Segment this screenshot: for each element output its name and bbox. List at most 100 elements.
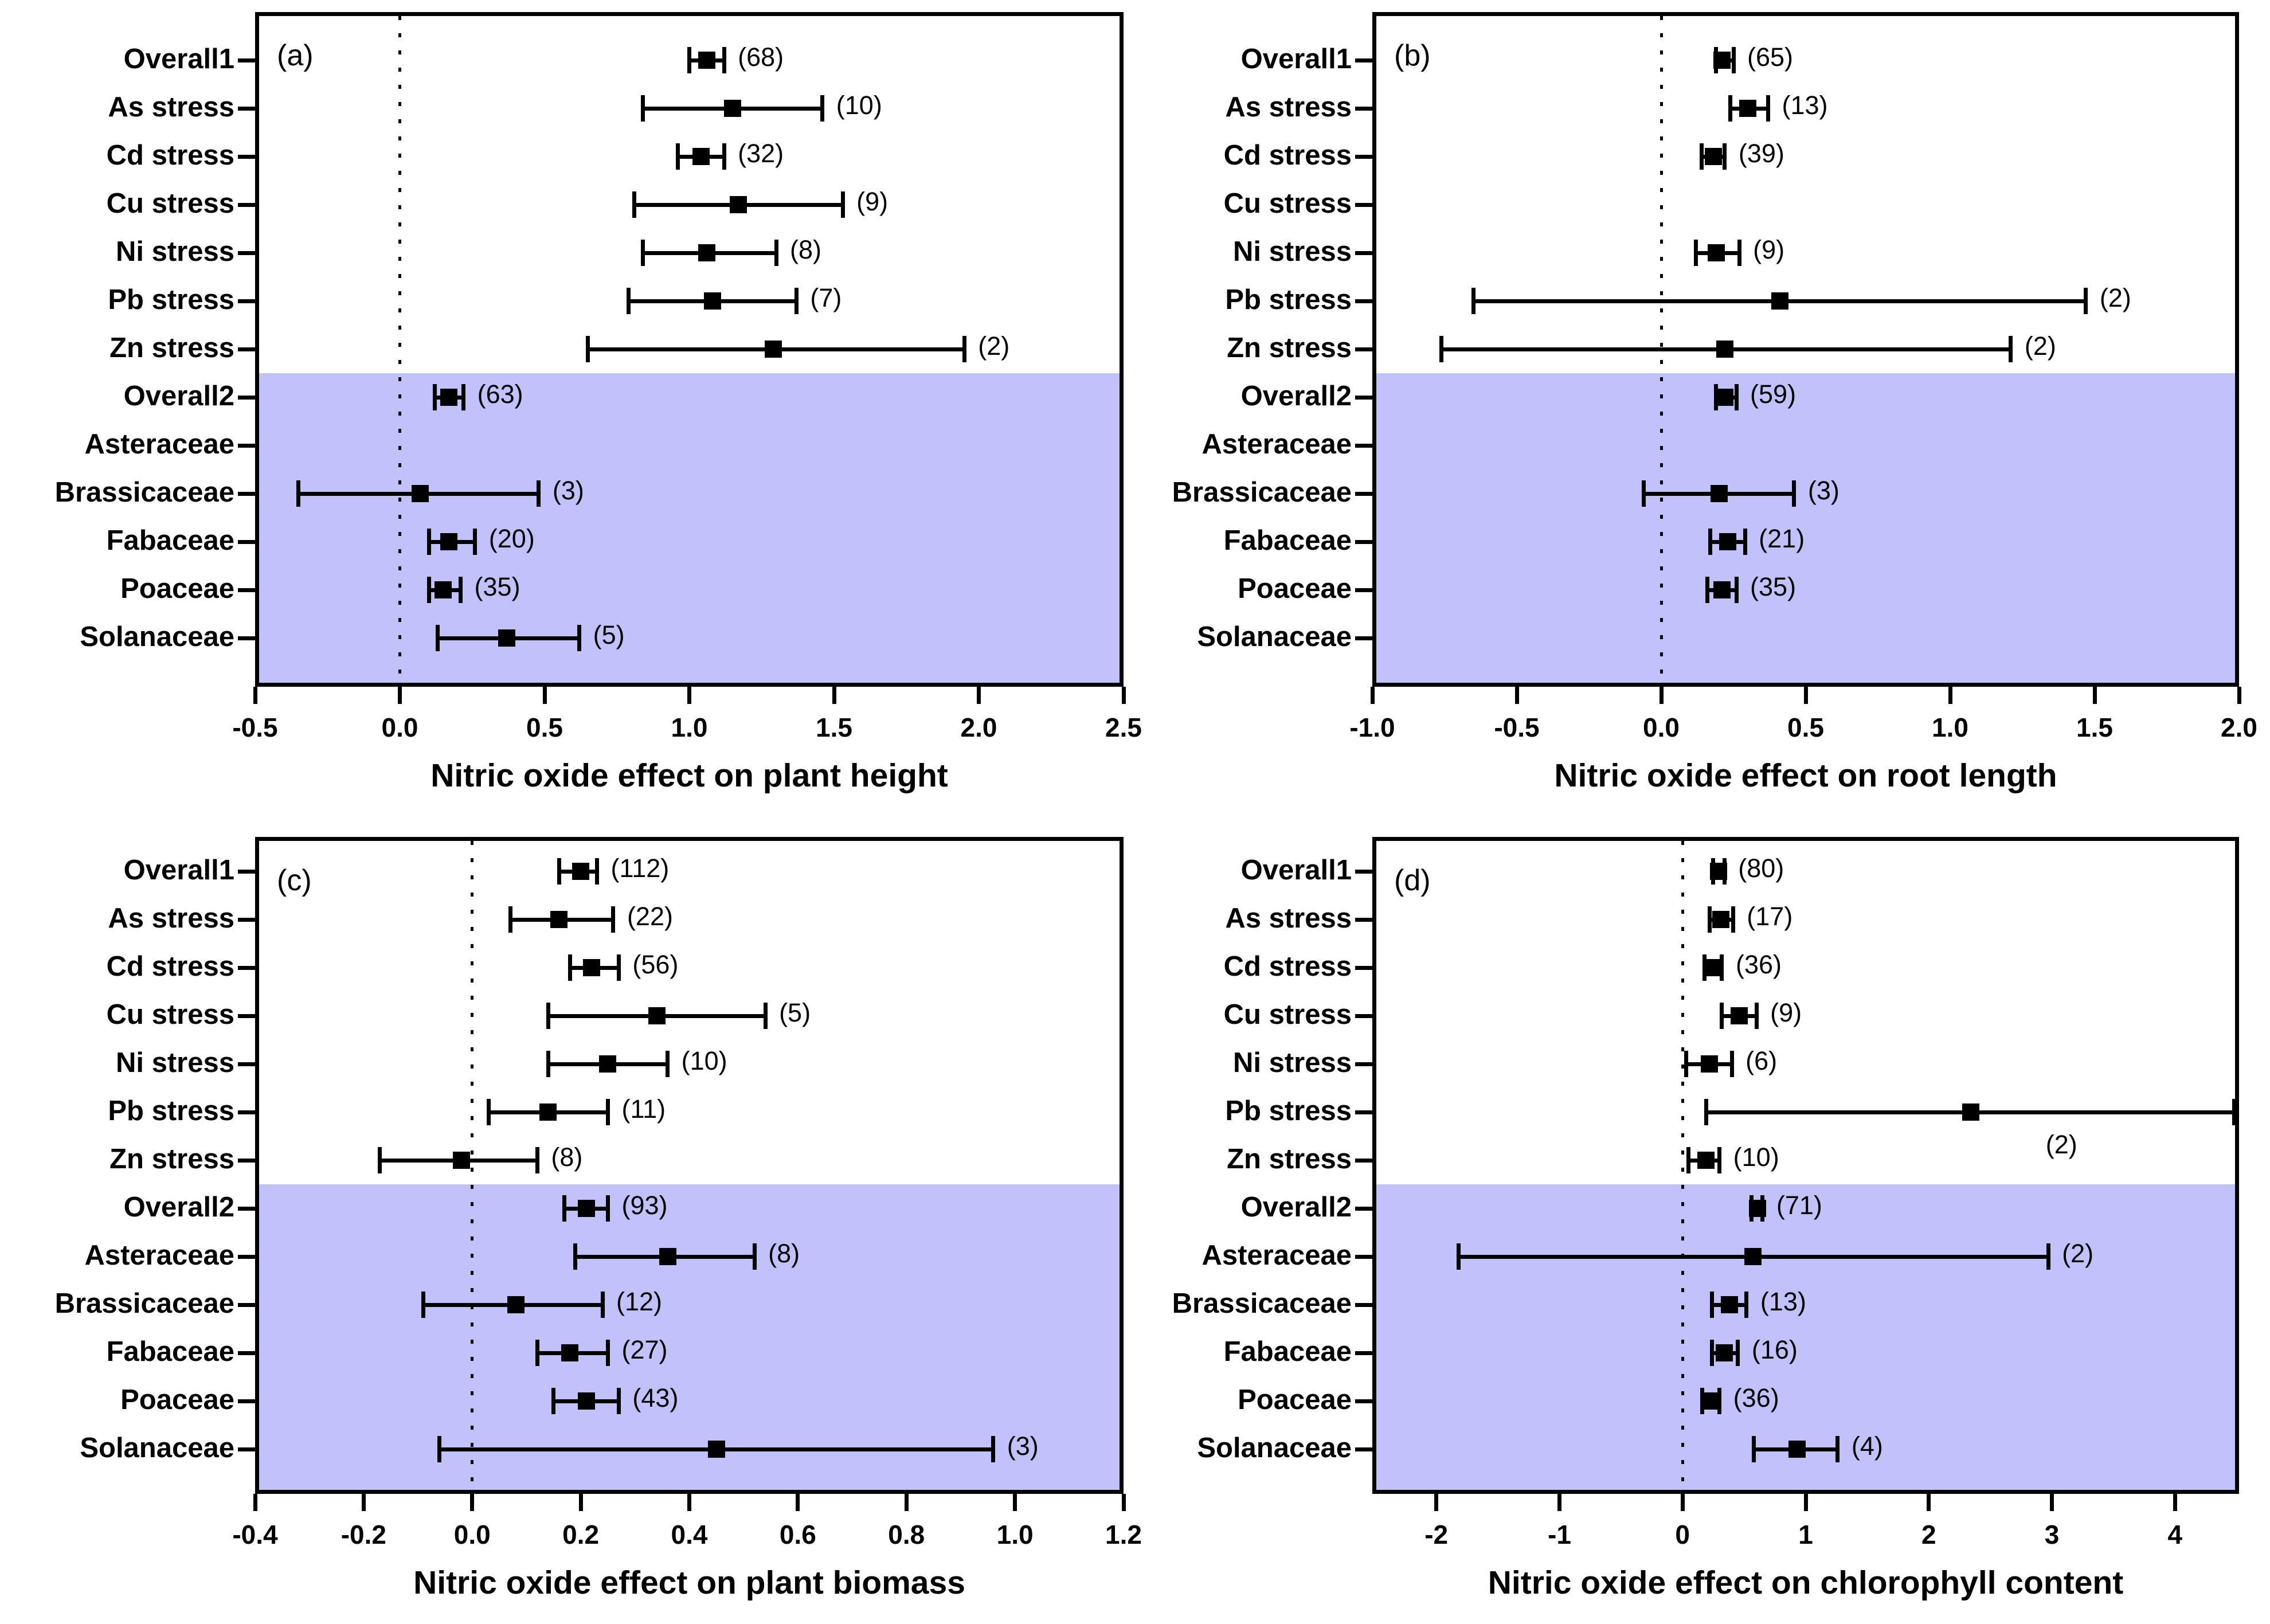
- ci-lower-cap: [1705, 577, 1710, 603]
- sample-count-label: (16): [1751, 1335, 1798, 1364]
- category-axis-tick: [1355, 1399, 1372, 1403]
- x-axis-tick: [796, 1494, 800, 1511]
- ci-upper-cap: [616, 1388, 621, 1414]
- category-label: Pb stress: [108, 1095, 234, 1126]
- panel-plant-biomass: Overall1 (112) As stress (22) Cd stress (56) C…: [0, 812, 1142, 1623]
- category-label: Cu stress: [106, 999, 234, 1030]
- sample-count-label: (12): [616, 1287, 663, 1316]
- effect-size-marker: [452, 1152, 470, 1169]
- effect-size-marker: [1716, 389, 1733, 406]
- effect-size-marker: [577, 1200, 595, 1217]
- ci-upper-cap: [2232, 1099, 2236, 1125]
- effect-size-marker: [550, 911, 568, 928]
- ci-upper-cap: [962, 336, 966, 362]
- category-axis-tick: [238, 1447, 255, 1451]
- x-axis-tick: [1434, 1494, 1439, 1511]
- category-axis-tick: [1355, 636, 1372, 640]
- category-label: Cu stress: [106, 188, 234, 219]
- effect-size-marker: [1707, 244, 1725, 261]
- x-axis-tick: [2092, 687, 2097, 704]
- sample-count-label: (112): [610, 854, 670, 883]
- category-label: Zn stress: [1227, 1144, 1352, 1175]
- category-label: Solanaceae: [80, 621, 234, 652]
- x-axis-tick-label: 0: [1675, 1520, 1690, 1549]
- ci-upper-cap: [2084, 288, 2088, 314]
- category-axis-tick: [1355, 491, 1372, 496]
- x-axis-tick-label: 2.0: [2221, 713, 2257, 742]
- sample-count-label: (63): [477, 379, 523, 409]
- ci-lower-cap: [486, 1099, 491, 1125]
- ci-upper-cap: [1734, 577, 1739, 603]
- category-label: Asteraceae: [84, 429, 234, 460]
- category-label: Solanaceae: [80, 1433, 234, 1463]
- ci-lower-cap: [1728, 95, 1733, 122]
- category-axis-tick: [238, 1399, 255, 1403]
- ci-upper-cap: [722, 47, 726, 73]
- effect-size-marker: [1701, 1392, 1719, 1410]
- ci-upper-cap: [1717, 1388, 1722, 1414]
- effect-size-marker: [1788, 1441, 1806, 1458]
- effect-size-marker: [1701, 1055, 1719, 1073]
- ci-lower-cap: [675, 143, 680, 170]
- sample-count-label: (32): [738, 139, 784, 168]
- category-label: Overall1: [123, 44, 234, 75]
- category-label: Cd stress: [1223, 140, 1352, 171]
- category-label: Pb stress: [1225, 1095, 1352, 1126]
- ci-lower-cap: [437, 1436, 442, 1462]
- ci-upper-cap: [752, 1243, 757, 1270]
- sample-count-label: (9): [1753, 235, 1785, 264]
- category-label: Pb stress: [1225, 284, 1352, 315]
- panel-root-length: Overall1 (65) As stress (13) Cd stress (39) Cu…: [1135, 0, 2270, 812]
- x-axis-tick-label: 1: [1798, 1520, 1813, 1549]
- sample-count-label: (20): [488, 524, 535, 553]
- category-axis-tick: [238, 443, 255, 448]
- effect-size-marker: [577, 1392, 595, 1410]
- ci-lower-cap: [435, 625, 440, 651]
- x-axis-tick-label: 0.0: [1643, 713, 1680, 742]
- panel-letter: (c): [277, 864, 312, 897]
- ci-upper-cap: [1720, 954, 1724, 981]
- sample-count-label: (2): [2024, 331, 2056, 361]
- ci-upper-cap: [774, 240, 778, 266]
- ci-lower-cap: [1471, 288, 1476, 314]
- effect-size-marker: [1697, 1152, 1715, 1169]
- x-axis-tick: [398, 687, 402, 704]
- category-label: As stress: [108, 903, 234, 934]
- ci-upper-cap: [722, 143, 726, 170]
- category-axis-tick: [1355, 443, 1372, 448]
- category-axis-tick: [238, 395, 255, 400]
- x-axis-tick: [470, 1494, 475, 1511]
- sample-count-label: (2): [2099, 283, 2131, 312]
- category-axis-tick: [1355, 1062, 1372, 1066]
- ci-lower-cap: [562, 1195, 567, 1222]
- ci-upper-cap: [991, 1436, 996, 1462]
- x-axis-tick-label: 0.8: [888, 1520, 925, 1549]
- category-label: Brassicaceae: [1172, 1288, 1352, 1319]
- x-axis-title: Nitric oxide effect on plant biomass: [413, 1564, 965, 1601]
- category-label: Brassicaceae: [54, 1288, 234, 1319]
- ci-upper-cap: [1729, 1051, 1734, 1077]
- effect-size-marker: [1709, 863, 1727, 880]
- ci-lower-cap: [626, 288, 631, 314]
- effect-size-marker: [1719, 533, 1736, 550]
- sample-count-label: (10): [681, 1046, 727, 1075]
- ci-upper-cap: [820, 95, 825, 122]
- x-axis-tick-label: -0.2: [340, 1520, 386, 1549]
- category-axis-tick: [1355, 395, 1372, 400]
- ci-lower-cap: [632, 191, 637, 218]
- sample-count-label: (9): [856, 187, 889, 216]
- ci-upper-cap: [605, 1195, 610, 1222]
- x-axis-tick: [1013, 1494, 1017, 1511]
- sample-count-label: (4): [1851, 1431, 1883, 1461]
- ci-lower-cap: [1686, 1147, 1691, 1173]
- zero-reference-line: [398, 16, 401, 683]
- effect-size-marker: [1710, 485, 1728, 502]
- category-label: Overall1: [123, 855, 234, 886]
- ci-lower-cap: [378, 1147, 382, 1173]
- ci-upper-cap: [2046, 1243, 2050, 1270]
- sample-count-label: (6): [1745, 1046, 1778, 1075]
- x-axis-tick: [542, 687, 547, 704]
- category-axis-tick: [1355, 251, 1372, 255]
- effect-size-marker: [583, 959, 601, 976]
